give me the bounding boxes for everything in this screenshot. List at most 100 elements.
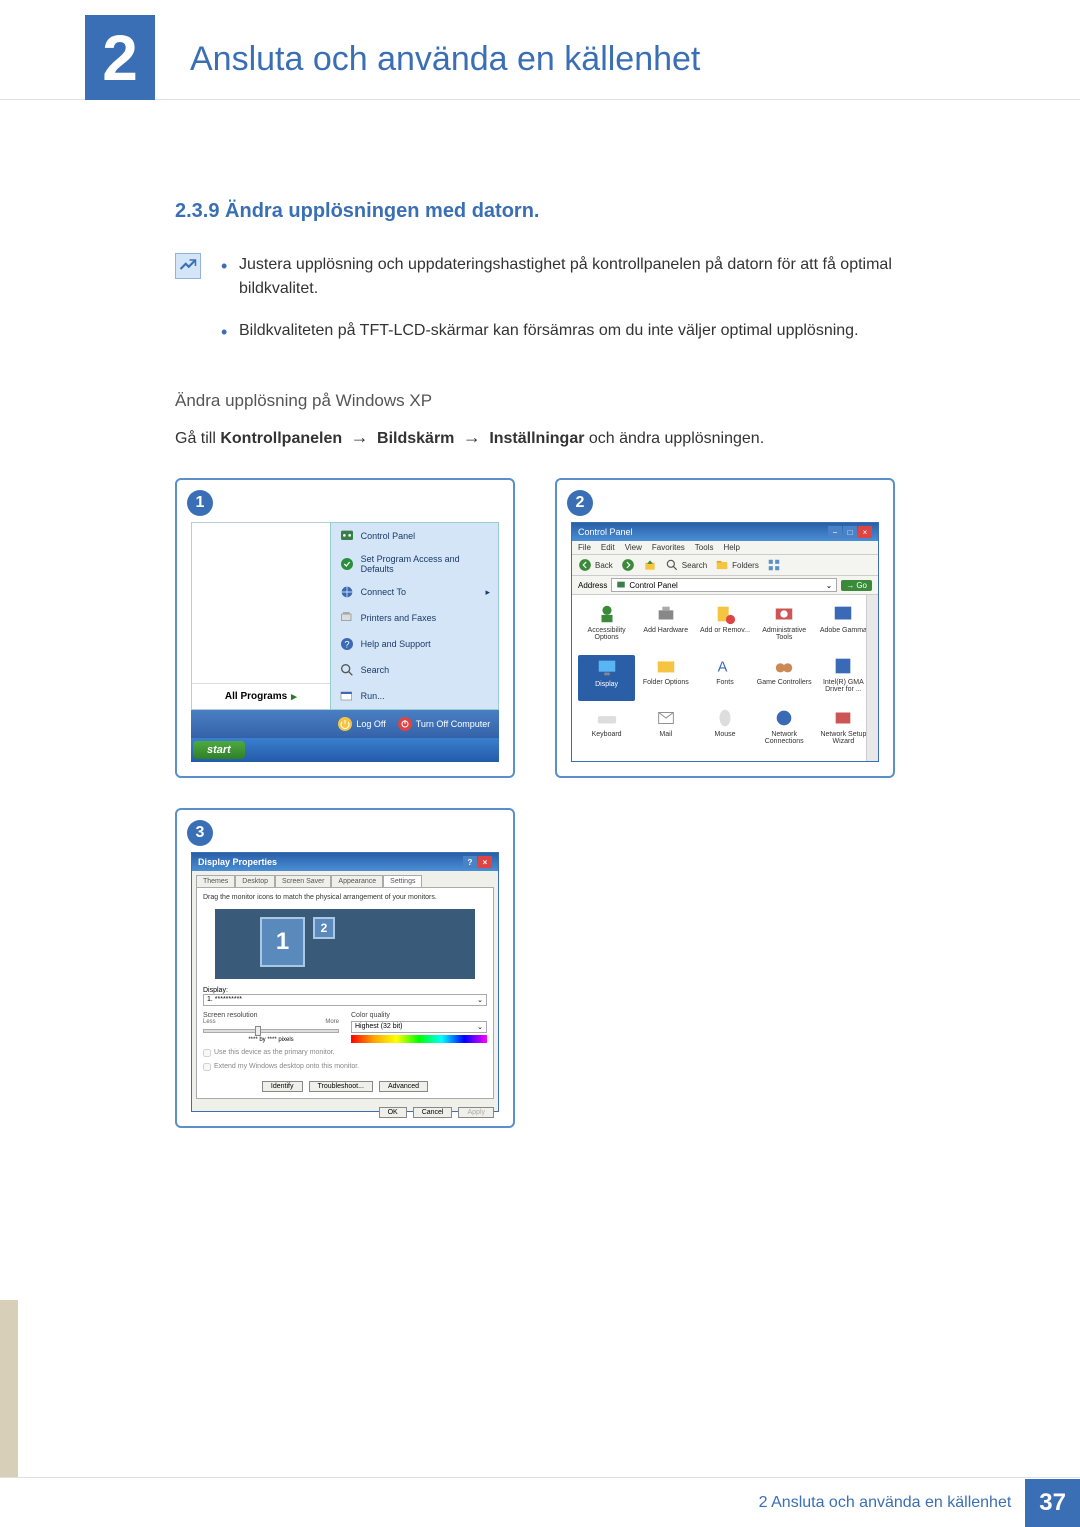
tab[interactable]: Themes [196, 875, 235, 887]
cp-item[interactable]: Add or Remov... [696, 603, 753, 649]
tab[interactable]: Appearance [331, 875, 383, 887]
primary-monitor-checkbox[interactable]: Use this device as the primary monitor. [203, 1049, 487, 1057]
minimize-button[interactable]: − [828, 526, 842, 538]
res-more: More [325, 1019, 339, 1025]
troubleshoot-button[interactable]: Troubleshoot... [309, 1081, 373, 1092]
instruction-bold: Kontrollpanelen [220, 430, 342, 447]
start-menu-label: Control Panel [361, 531, 416, 541]
cp-item[interactable]: Adobe Gamma [815, 603, 872, 649]
dialog-footer: OK Cancel Apply [192, 1103, 498, 1122]
resolution-slider[interactable] [203, 1029, 339, 1033]
start-menu-label: Search [361, 665, 390, 675]
start-menu-item[interactable]: Set Program Access and Defaults [331, 549, 498, 579]
tab[interactable]: Desktop [235, 875, 275, 887]
cp-item[interactable]: Mouse [696, 707, 753, 753]
views-button[interactable] [767, 558, 781, 572]
resolution-label: Screen resolution [203, 1012, 339, 1019]
cp-item-label: Mouse [714, 731, 735, 738]
cp-item[interactable]: Add Hardware [637, 603, 694, 649]
screenshot-badge: 2 [567, 490, 593, 516]
address-label: Address [578, 581, 607, 590]
cp-item[interactable]: Accessibility Options [578, 603, 635, 649]
monitor-1-icon[interactable]: 1 [260, 917, 305, 967]
start-menu-right-pane: Control Panel Set Program Access and Def… [330, 522, 499, 710]
up-button[interactable] [643, 558, 657, 572]
screenshot-badge: 1 [187, 490, 213, 516]
help-button[interactable]: ? [463, 856, 477, 868]
res-less: Less [203, 1019, 216, 1025]
color-quality-label: Color quality [351, 1012, 487, 1019]
cp-item[interactable]: Intel(R) GMA Driver for ... [815, 655, 872, 701]
cp-item[interactable]: Network Setup Wizard [815, 707, 872, 753]
note-item: Bildkvaliteten på TFT-LCD-skärmar kan fö… [221, 319, 960, 343]
start-menu-label: Help and Support [361, 639, 431, 649]
cp-item-label: Add Hardware [643, 627, 688, 634]
start-menu-item[interactable]: Printers and Faxes [331, 605, 498, 631]
cp-item-label: Network Setup Wizard [815, 731, 872, 745]
monitor-2-icon[interactable]: 2 [313, 917, 335, 939]
color-bar [351, 1035, 487, 1043]
cp-item[interactable]: Network Connections [756, 707, 813, 753]
menu-item[interactable]: Favorites [652, 543, 685, 552]
logoff-button[interactable]: Log Off [338, 717, 385, 731]
cp-item-display[interactable]: Display [578, 655, 635, 701]
advanced-button[interactable]: Advanced [379, 1081, 428, 1092]
tab[interactable]: Screen Saver [275, 875, 331, 887]
address-value: Control Panel [629, 581, 677, 590]
folders-button[interactable]: Folders [715, 558, 759, 572]
all-programs-item[interactable]: All Programs [192, 683, 330, 709]
turnoff-button[interactable]: Turn Off Computer [398, 717, 491, 731]
cp-item[interactable]: Game Controllers [756, 655, 813, 701]
note-icon [175, 253, 201, 279]
extend-desktop-checkbox[interactable]: Extend my Windows desktop onto this moni… [203, 1063, 487, 1071]
close-button[interactable]: × [478, 856, 492, 868]
identify-button[interactable]: Identify [262, 1081, 303, 1092]
cp-item[interactable]: Mail [637, 707, 694, 753]
start-menu-item[interactable]: Connect To▸ [331, 579, 498, 605]
cp-item[interactable]: Administrative Tools [756, 603, 813, 649]
page-header: 2 Ansluta och använda en källenhet [0, 0, 1080, 100]
forward-button[interactable] [621, 558, 635, 572]
maximize-button[interactable]: □ [843, 526, 857, 538]
start-menu-item[interactable]: ? Help and Support [331, 631, 498, 657]
address-field[interactable]: Control Panel⌄ [611, 578, 837, 592]
cancel-button[interactable]: Cancel [413, 1107, 453, 1118]
cp-item[interactable]: Keyboard [578, 707, 635, 753]
start-menu-item[interactable]: Search [331, 657, 498, 683]
footer-text: 2 Ansluta och använda en källenhet [759, 1494, 1012, 1512]
instruction-bold: Inställningar [489, 430, 584, 447]
back-button[interactable]: Back [578, 558, 613, 572]
ok-button[interactable]: OK [379, 1107, 407, 1118]
start-menu-label: Printers and Faxes [361, 613, 437, 623]
start-button[interactable]: start [193, 741, 245, 759]
display-select[interactable]: 1. **********⌄ [203, 994, 487, 1006]
close-button[interactable]: × [858, 526, 872, 538]
cp-item-label: Accessibility Options [578, 627, 635, 641]
menu-item[interactable]: Help [723, 543, 739, 552]
content-region: 2.3.9 Ändra upplösningen med datorn. Jus… [0, 100, 1080, 1128]
cp-item[interactable]: Folder Options [637, 655, 694, 701]
menu-item[interactable]: File [578, 543, 591, 552]
cp-item-label: Folder Options [643, 679, 689, 686]
menu-item[interactable]: View [625, 543, 642, 552]
start-menu-item[interactable]: Run... [331, 683, 498, 709]
go-button[interactable]: → Go [841, 580, 872, 591]
svg-text:A: A [718, 660, 728, 676]
menu-item[interactable]: Tools [695, 543, 714, 552]
color-quality-select[interactable]: Highest (32 bit)⌄ [351, 1021, 487, 1033]
start-menu-screenshot: All Programs Control Panel Set Program A… [191, 522, 499, 762]
search-button[interactable]: Search [665, 558, 707, 572]
monitor-arrangement[interactable]: 1 2 [215, 909, 475, 979]
svg-text:?: ? [344, 639, 349, 649]
window-titlebar: Control Panel − □ × [572, 523, 878, 541]
scrollbar[interactable] [866, 595, 878, 761]
tab-strip: Themes Desktop Screen Saver Appearance S… [192, 871, 498, 887]
start-menu-footer: Log Off Turn Off Computer [191, 710, 499, 738]
cp-item[interactable]: AFonts [696, 655, 753, 701]
menu-item[interactable]: Edit [601, 543, 615, 552]
turnoff-label: Turn Off Computer [416, 719, 491, 729]
chapter-number-box: 2 [85, 15, 155, 100]
page-footer: 2 Ansluta och använda en källenhet 37 [0, 1477, 1080, 1527]
start-menu-item[interactable]: Control Panel [331, 523, 498, 549]
apply-button[interactable]: Apply [458, 1107, 494, 1118]
